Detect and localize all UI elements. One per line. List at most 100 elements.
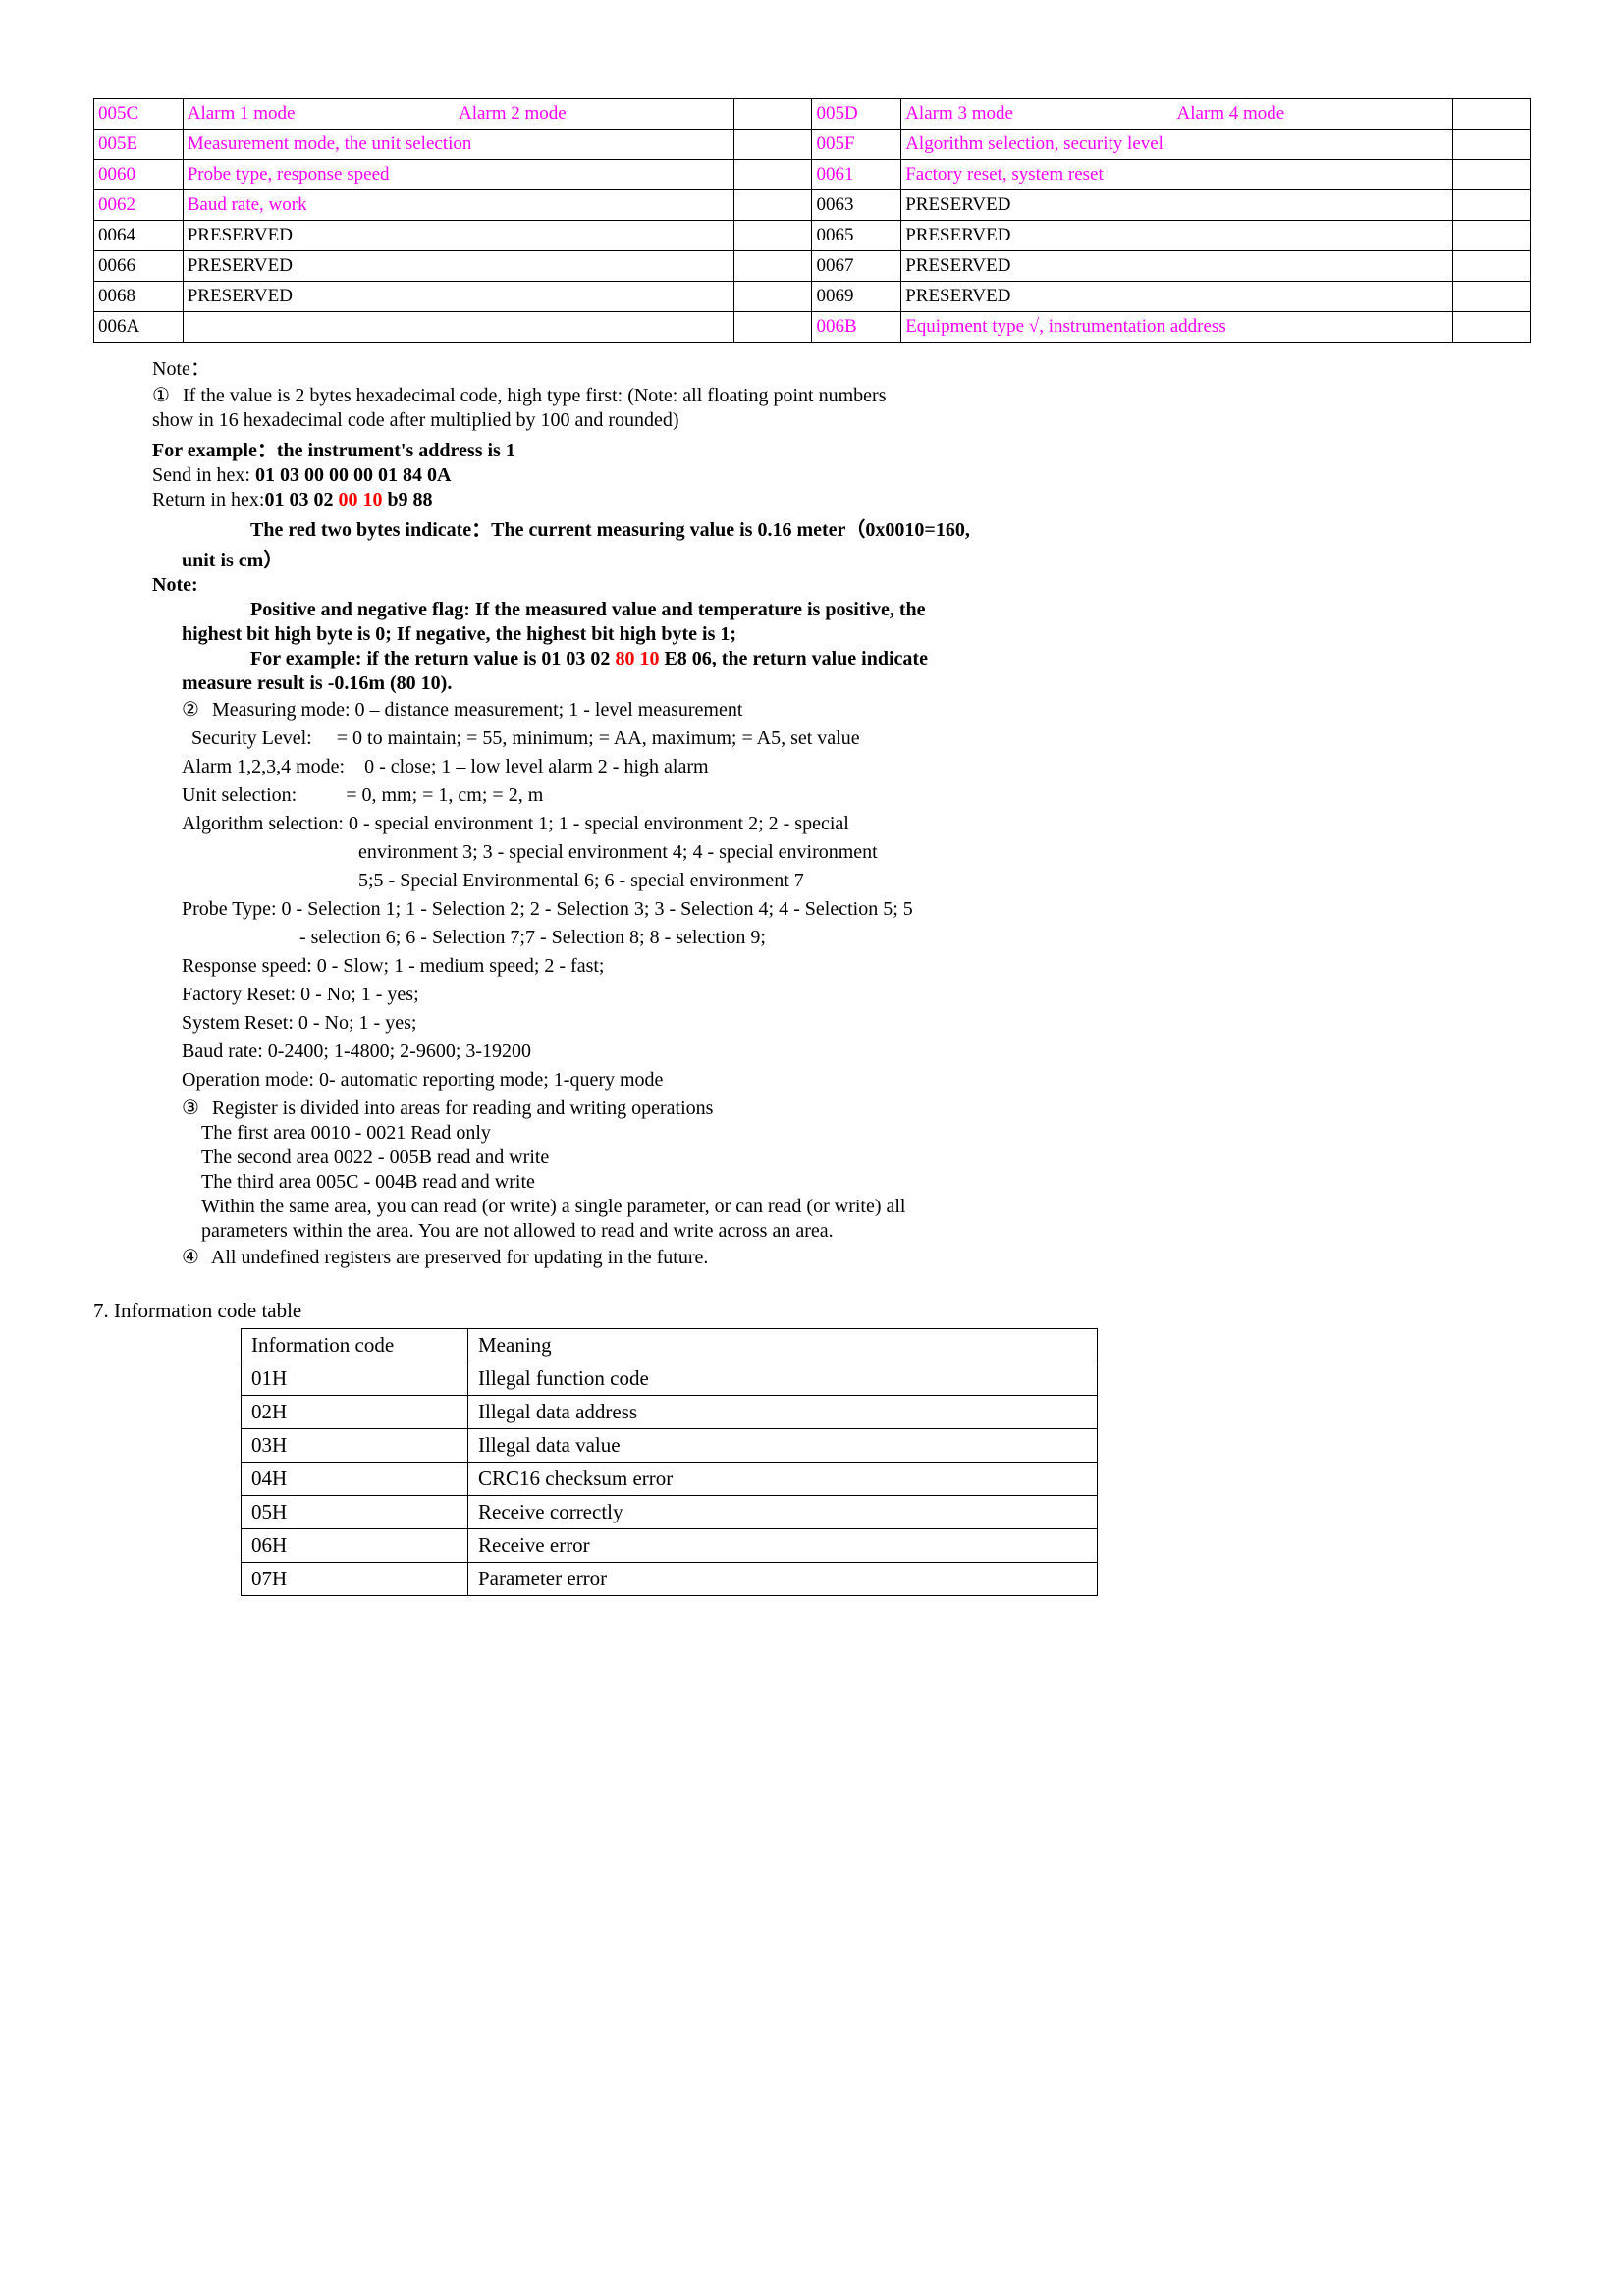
register-desc: PRESERVED bbox=[183, 251, 734, 282]
register-addr: 0063 bbox=[812, 190, 901, 221]
register-row: 005CAlarm 1 modeAlarm 2 mode 005DAlarm 3 … bbox=[94, 99, 1531, 130]
note3-block: ③ Register is divided into areas for rea… bbox=[182, 1095, 1531, 1243]
note2-line: 5;5 - Special Environmental 6; 6 - speci… bbox=[182, 868, 1531, 894]
note1-posneg-b: highest bit high byte is 0; If negative,… bbox=[182, 623, 1531, 646]
register-desc: PRESERVED bbox=[183, 282, 734, 312]
register-row: 006A006BEquipment type √, instrumentatio… bbox=[94, 312, 1531, 343]
note2-line: Probe Type: 0 - Selection 1; 1 - Selecti… bbox=[182, 896, 1531, 923]
note1-posneg-a: Positive and negative flag: If the measu… bbox=[226, 599, 1501, 621]
info-header-row: Information codeMeaning bbox=[242, 1329, 1098, 1362]
register-addr: 005D bbox=[812, 99, 901, 130]
register-addr: 0065 bbox=[812, 221, 901, 251]
note2-line: Algorithm selection: 0 - special environ… bbox=[182, 811, 1531, 837]
note2-block: ② Measuring mode: 0 – distance measureme… bbox=[182, 697, 1531, 1094]
info-code-cell: 07H bbox=[242, 1563, 468, 1596]
register-spacer bbox=[1452, 282, 1530, 312]
register-row: 005EMeasurement mode, the unit selection… bbox=[94, 130, 1531, 160]
register-spacer bbox=[734, 221, 812, 251]
register-spacer bbox=[1452, 221, 1530, 251]
register-addr: 0061 bbox=[812, 160, 901, 190]
register-row: 0068PRESERVED0069PRESERVED bbox=[94, 282, 1531, 312]
register-desc: PRESERVED bbox=[901, 251, 1453, 282]
register-addr: 0067 bbox=[812, 251, 901, 282]
note1-line1b: show in 16 hexadecimal code after multip… bbox=[152, 409, 1531, 432]
note1-red-bytes-a: The red two bytes indicate：The current m… bbox=[226, 513, 1501, 542]
note1-note2-label: Note: bbox=[152, 574, 1531, 597]
register-desc: Alarm 1 modeAlarm 2 mode bbox=[183, 99, 734, 130]
register-spacer bbox=[734, 130, 812, 160]
register-addr: 005F bbox=[812, 130, 901, 160]
note-label: Note： bbox=[152, 352, 1531, 381]
register-desc: Factory reset, system reset bbox=[901, 160, 1453, 190]
info-row: 07HParameter error bbox=[242, 1563, 1098, 1596]
note1-return: Return in hex:01 03 02 00 10 b9 88 bbox=[152, 489, 1531, 511]
register-addr: 0069 bbox=[812, 282, 901, 312]
register-desc: Alarm 3 modeAlarm 4 mode bbox=[901, 99, 1453, 130]
register-desc: PRESERVED bbox=[901, 282, 1453, 312]
register-desc: PRESERVED bbox=[901, 221, 1453, 251]
register-desc: Measurement mode, the unit selection bbox=[183, 130, 734, 160]
register-addr: 006B bbox=[812, 312, 901, 343]
note2-head: ② Measuring mode: 0 – distance measureme… bbox=[182, 697, 1531, 723]
register-addr: 005C bbox=[94, 99, 184, 130]
register-row: 0064PRESERVED0065PRESERVED bbox=[94, 221, 1531, 251]
info-code-cell: 04H bbox=[242, 1463, 468, 1496]
info-meaning-cell: Illegal data address bbox=[468, 1396, 1098, 1429]
register-spacer bbox=[1452, 130, 1530, 160]
info-row: 03HIllegal data value bbox=[242, 1429, 1098, 1463]
note3-line: parameters within the area. You are not … bbox=[201, 1220, 1531, 1243]
note2-line: - selection 6; 6 - Selection 7;7 - Selec… bbox=[182, 925, 1531, 951]
note3-line: The third area 005C - 004B read and writ… bbox=[201, 1171, 1531, 1194]
info-meaning-cell: Receive correctly bbox=[468, 1496, 1098, 1529]
register-desc: Probe type, response speed bbox=[183, 160, 734, 190]
info-code-table: Information codeMeaning01HIllegal functi… bbox=[241, 1328, 1098, 1596]
info-meaning-cell: Illegal function code bbox=[468, 1362, 1098, 1396]
note2-line: Operation mode: 0- automatic reporting m… bbox=[182, 1067, 1531, 1094]
info-row: 05HReceive correctly bbox=[242, 1496, 1098, 1529]
note1-send: Send in hex: 01 03 00 00 00 01 84 0A bbox=[152, 464, 1531, 487]
note1-line1: ① If the value is 2 bytes hexadecimal co… bbox=[152, 383, 1531, 407]
note1-ex2c: measure result is -0.16m (80 10). bbox=[182, 672, 1531, 695]
register-desc: PRESERVED bbox=[183, 221, 734, 251]
register-desc: PRESERVED bbox=[901, 190, 1453, 221]
info-header-cell: Meaning bbox=[468, 1329, 1098, 1362]
info-code-cell: 01H bbox=[242, 1362, 468, 1396]
register-row: 0066PRESERVED0067PRESERVED bbox=[94, 251, 1531, 282]
register-spacer bbox=[734, 190, 812, 221]
info-meaning-cell: Illegal data value bbox=[468, 1429, 1098, 1463]
register-spacer bbox=[1452, 251, 1530, 282]
note1-red-bytes-b: unit is cm） bbox=[182, 544, 1531, 572]
note-section: Note： ① If the value is 2 bytes hexadeci… bbox=[152, 352, 1531, 1269]
note2-line: Factory Reset: 0 - No; 1 - yes; bbox=[182, 982, 1531, 1008]
info-meaning-cell: CRC16 checksum error bbox=[468, 1463, 1098, 1496]
register-table: 005CAlarm 1 modeAlarm 2 mode 005DAlarm 3 … bbox=[93, 98, 1531, 343]
note3-line: The first area 0010 - 0021 Read only bbox=[201, 1122, 1531, 1145]
register-desc: Equipment type √, instrumentation addres… bbox=[901, 312, 1453, 343]
register-row: 0062Baud rate, work 0063PRESERVED bbox=[94, 190, 1531, 221]
register-spacer bbox=[1452, 312, 1530, 343]
note1-ex2: For example: if the return value is 01 0… bbox=[226, 648, 1501, 670]
register-desc: Algorithm selection, security level bbox=[901, 130, 1453, 160]
info-row: 01HIllegal function code bbox=[242, 1362, 1098, 1396]
info-code-cell: 05H bbox=[242, 1496, 468, 1529]
note2-line: Alarm 1,2,3,4 mode: 0 - close; 1 – low l… bbox=[182, 754, 1531, 780]
register-spacer bbox=[734, 312, 812, 343]
register-spacer bbox=[734, 282, 812, 312]
register-desc: Baud rate, work bbox=[183, 190, 734, 221]
note1-example-label: For example：the instrument's address is … bbox=[152, 434, 1531, 462]
note3-line: Within the same area, you can read (or w… bbox=[201, 1196, 1531, 1218]
info-header-cell: Information code bbox=[242, 1329, 468, 1362]
note2-line: System Reset: 0 - No; 1 - yes; bbox=[182, 1010, 1531, 1037]
note2-line: Security Level: = 0 to maintain; = 55, m… bbox=[182, 725, 1531, 752]
register-addr: 0068 bbox=[94, 282, 184, 312]
info-code-cell: 02H bbox=[242, 1396, 468, 1429]
info-meaning-cell: Receive error bbox=[468, 1529, 1098, 1563]
register-spacer bbox=[1452, 190, 1530, 221]
register-addr: 0062 bbox=[94, 190, 184, 221]
note2-line: Unit selection: = 0, mm; = 1, cm; = 2, m bbox=[182, 782, 1531, 809]
note4-block: ④ All undefined registers are preserved … bbox=[182, 1245, 1531, 1269]
info-meaning-cell: Parameter error bbox=[468, 1563, 1098, 1596]
info-row: 06HReceive error bbox=[242, 1529, 1098, 1563]
note2-line: Baud rate: 0-2400; 1-4800; 2-9600; 3-192… bbox=[182, 1039, 1531, 1065]
register-addr: 0064 bbox=[94, 221, 184, 251]
